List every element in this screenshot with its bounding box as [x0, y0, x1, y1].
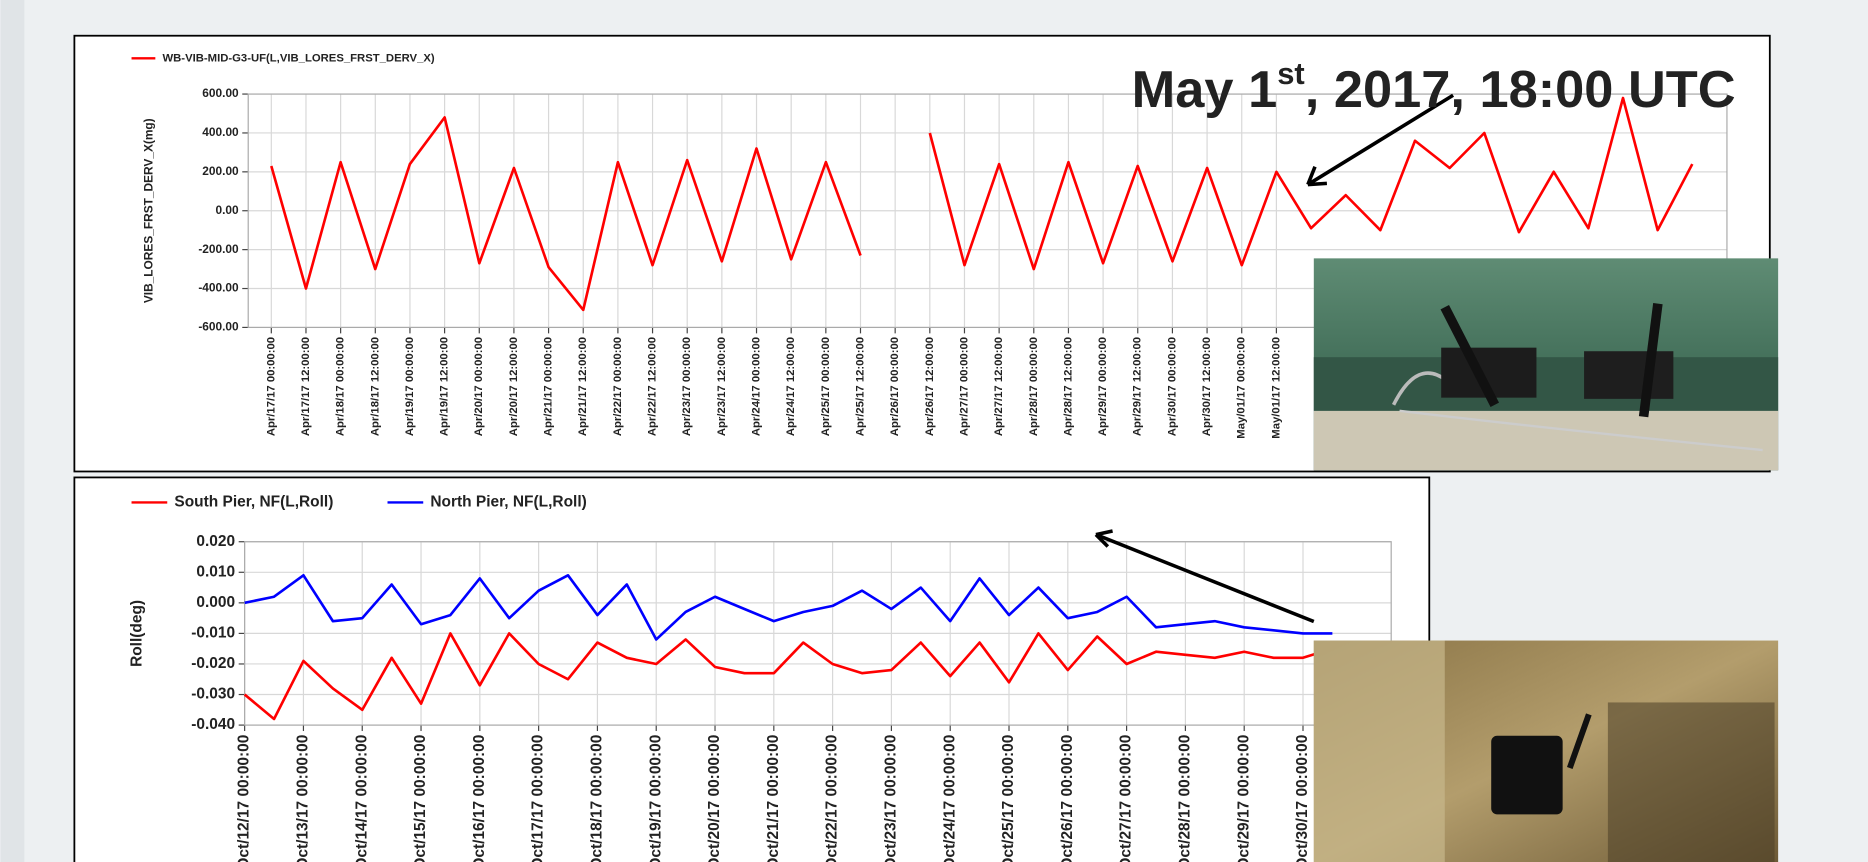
y-tick-label: 600.00	[202, 86, 239, 100]
y-tick-label: -600.00	[198, 320, 239, 334]
x-tick-label: Oct/26/17 00:00:00	[1059, 735, 1076, 862]
x-tick-label: Apr/29/17 12:00:00	[1132, 337, 1144, 436]
chart-frame	[74, 477, 1429, 862]
x-tick-label: Apr/26/17 12:00:00	[924, 337, 936, 436]
y-tick-label: 0.020	[196, 533, 235, 550]
x-tick-label: Oct/12/17 00:00:00	[236, 735, 253, 862]
x-tick-label: Apr/23/17 00:00:00	[681, 337, 693, 436]
x-tick-label: Oct/19/17 00:00:00	[647, 735, 664, 862]
x-tick-label: May/01/17 00:00:00	[1236, 337, 1248, 439]
x-tick-label: Apr/22/17 00:00:00	[612, 337, 624, 436]
y-tick-label: 0.010	[196, 563, 235, 580]
x-tick-label: Apr/29/17 00:00:00	[1097, 337, 1109, 436]
x-tick-label: Apr/20/17 12:00:00	[508, 337, 520, 436]
x-tick-label: May/01/17 12:00:00	[1270, 337, 1282, 439]
x-tick-label: Oct/13/17 00:00:00	[295, 735, 312, 862]
annotation-text: May 1	[1132, 61, 1278, 119]
x-tick-label: Oct/24/17 00:00:00	[941, 735, 958, 862]
photo	[1314, 258, 1778, 470]
annotation: May 1st, 2017, 18:00 UTC	[1132, 56, 1736, 118]
x-tick-label: Apr/22/17 12:00:00	[647, 337, 659, 436]
photo	[1314, 641, 1778, 862]
x-tick-label: Oct/30/17 00:00:00	[1294, 735, 1311, 862]
x-tick-label: Oct/25/17 00:00:00	[1000, 735, 1017, 862]
y-tick-label: -400.00	[198, 281, 239, 295]
x-tick-label: Oct/21/17 00:00:00	[765, 735, 782, 862]
x-tick-label: Apr/25/17 12:00:00	[854, 337, 866, 436]
x-tick-label: Oct/15/17 00:00:00	[412, 735, 429, 862]
x-tick-label: Oct/17/17 00:00:00	[530, 735, 547, 862]
y-tick-label: 200.00	[202, 164, 239, 178]
legend-label: WB-VIB-MID-G3-UF(L,VIB_LORES_FRST_DERV_X…	[162, 52, 434, 64]
x-tick-label: Apr/20/17 00:00:00	[473, 337, 485, 436]
annotation-sup: st	[1277, 56, 1305, 91]
x-tick-label: Oct/29/17 00:00:00	[1235, 735, 1252, 862]
page: 600.00 400.00 200.00 0.00 -200.00 -400.00 -600…	[0, 0, 1868, 862]
x-tick-label: Apr/18/17 12:00:00	[369, 337, 381, 436]
x-tick-label: Apr/24/17 12:00:00	[785, 337, 797, 436]
x-tick-label: Apr/25/17 00:00:00	[820, 337, 832, 436]
x-tick-label: Oct/27/17 00:00:00	[1118, 735, 1135, 862]
x-tick-label: Apr/21/17 00:00:00	[543, 337, 555, 436]
y-tick-label: 0.00	[216, 203, 240, 217]
y-tick-label: 0.000	[196, 594, 235, 611]
y-tick-label: -0.030	[191, 686, 235, 703]
x-tick-label: Oct/23/17 00:00:00	[883, 735, 900, 862]
x-tick-label: Apr/19/17 00:00:00	[404, 337, 416, 436]
x-tick-label: Apr/17/17 00:00:00	[265, 337, 277, 436]
y-tick-label: 400.00	[202, 125, 239, 139]
y-tick-label: -0.040	[191, 716, 235, 733]
y-axis-title: Roll(deg)	[129, 600, 146, 667]
x-tick-label: Apr/19/17 12:00:00	[439, 337, 451, 436]
x-tick-label: Oct/22/17 00:00:00	[824, 735, 841, 862]
x-tick-label: Apr/28/17 12:00:00	[1062, 337, 1074, 436]
x-tick-label: Apr/18/17 00:00:00	[335, 337, 347, 436]
x-tick-label: Oct/20/17 00:00:00	[706, 735, 723, 862]
x-tick-label: Oct/28/17 00:00:00	[1176, 735, 1193, 862]
x-tick-label: Apr/24/17 00:00:00	[751, 337, 763, 436]
annotation-text: , 2017, 18:00 UTC	[1305, 61, 1736, 119]
x-tick-label: Oct/18/17 00:00:00	[589, 735, 606, 862]
legend-label: South Pier, NF(L,Roll)	[174, 494, 333, 511]
x-tick-label: Apr/17/17 12:00:00	[300, 337, 312, 436]
x-tick-label: Apr/21/17 12:00:00	[577, 337, 589, 436]
x-tick-label: Oct/14/17 00:00:00	[353, 735, 370, 862]
side-strip	[1, 0, 25, 862]
x-tick-label: Apr/30/17 12:00:00	[1201, 337, 1213, 436]
slide: 600.00 400.00 200.00 0.00 -200.00 -400.00 -600…	[0, 0, 1868, 862]
y-tick-label: -0.010	[191, 624, 235, 641]
y-tick-label: -200.00	[198, 242, 239, 256]
x-tick-label: Apr/30/17 00:00:00	[1166, 337, 1178, 436]
y-axis-title: VIB_LORES_FRST_DERV_X(mg)	[142, 118, 156, 303]
x-tick-label: Apr/27/17 12:00:00	[993, 337, 1005, 436]
legend-label: North Pier, NF(L,Roll)	[430, 494, 586, 511]
x-tick-label: Apr/23/17 12:00:00	[716, 337, 728, 436]
x-tick-label: Apr/28/17 00:00:00	[1028, 337, 1040, 436]
y-tick-label: -0.020	[191, 655, 235, 672]
x-tick-label: Oct/16/17 00:00:00	[471, 735, 488, 862]
x-tick-label: Apr/26/17 00:00:00	[889, 337, 901, 436]
x-tick-label: Apr/27/17 00:00:00	[958, 337, 970, 436]
